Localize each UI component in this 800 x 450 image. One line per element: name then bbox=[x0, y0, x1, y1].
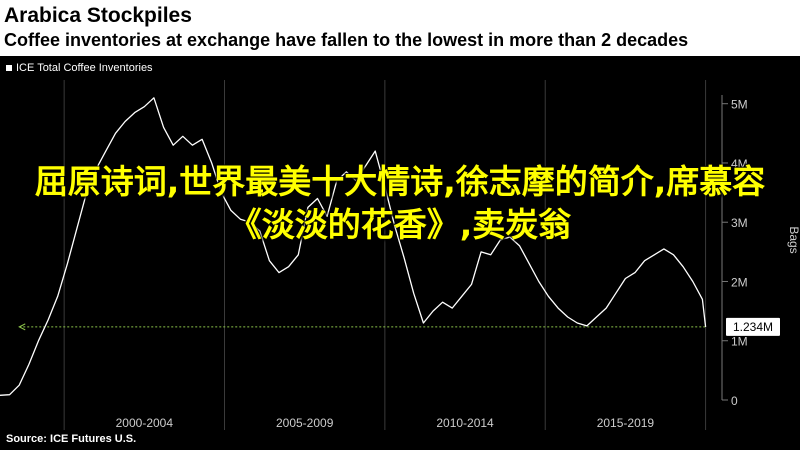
y-axis-label: Bags bbox=[787, 226, 800, 253]
x-group-label-0: 2000-2004 bbox=[116, 416, 174, 430]
overlay-caption: 屈原诗词,世界最美十大情诗,徐志摩的简介,席慕容《淡淡的花香》,卖炭翁 bbox=[34, 162, 766, 244]
y-tick-label-3: 3M bbox=[731, 216, 748, 230]
legend: ICE Total Coffee Inventories bbox=[6, 60, 153, 76]
chart-header: Arabica Stockpiles Coffee inventories at… bbox=[0, 0, 800, 56]
y-tick-label-0: 0 bbox=[731, 394, 738, 408]
y-tick-label-4: 4M bbox=[731, 157, 748, 171]
chart-subtitle: Coffee inventories at exchange have fall… bbox=[4, 30, 689, 50]
series-line-0 bbox=[0, 97, 707, 396]
y-tick-label-5: 5M bbox=[731, 98, 748, 112]
chart-title: Arabica Stockpiles bbox=[4, 4, 192, 27]
last-value-label: 1.234M bbox=[733, 320, 773, 334]
last-value-badge bbox=[726, 317, 780, 336]
x-group-label-1: 2005-2009 bbox=[276, 416, 334, 430]
y-tick-label-1: 1M bbox=[731, 335, 748, 349]
legend-label: ICE Total Coffee Inventories bbox=[16, 62, 153, 74]
x-group-label-3: 2015-2019 bbox=[597, 416, 655, 430]
reference-arrow bbox=[18, 323, 26, 331]
x-group-label-2: 2010-2014 bbox=[436, 416, 494, 430]
y-tick-label-2: 2M bbox=[731, 275, 748, 289]
legend-swatch bbox=[6, 65, 12, 71]
source-note: Source: ICE Futures U.S. bbox=[6, 433, 137, 445]
